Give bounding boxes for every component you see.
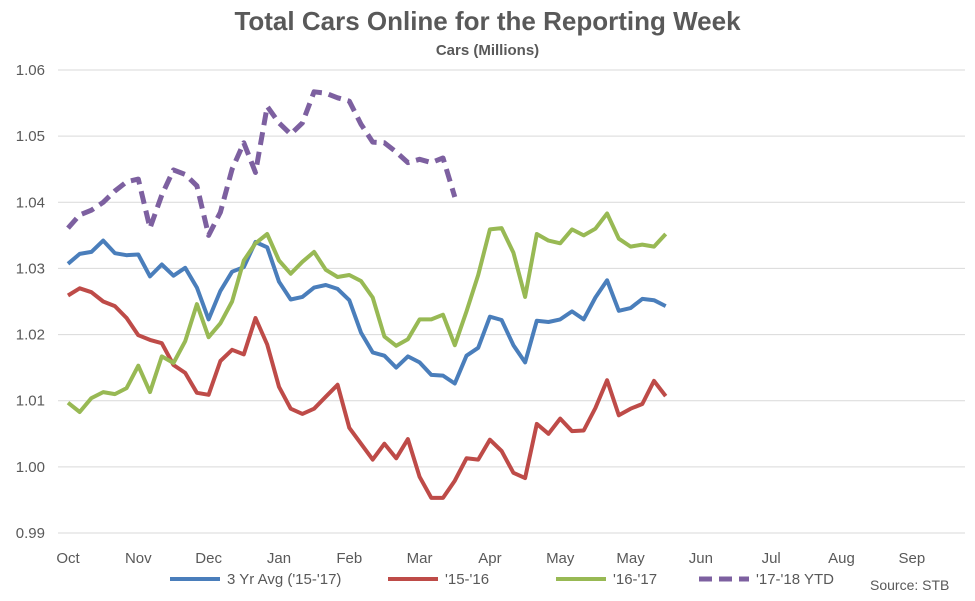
y-tick-label: 1.01 [16, 393, 45, 410]
series-lines [66, 89, 668, 500]
x-tick-label: Aug [828, 550, 855, 567]
x-tick-label: May [546, 550, 575, 567]
x-tick-label: Jun [689, 550, 713, 567]
chart-subtitle: Cars (Millions) [435, 42, 540, 59]
x-tick-label: Sep [898, 550, 925, 567]
y-tick-label: 1.03 [16, 260, 45, 277]
y-tick-label: 1.00 [16, 459, 45, 476]
y-tick-label: 1.06 [16, 62, 45, 79]
x-tick-label: Mar [407, 550, 433, 567]
series-line [66, 286, 668, 500]
x-axis-tick-labels: Oct Nov Dec Jan Feb Mar Apr May May Jun Jul Aug Sep [56, 550, 925, 567]
legend-label: '15-'16 [445, 571, 489, 588]
x-tick-label: Jul [762, 550, 781, 567]
x-tick-label: Nov [125, 550, 152, 567]
y-tick-label: 1.02 [16, 327, 45, 344]
legend-label: '16-'17 [613, 571, 657, 588]
x-tick-label: Dec [195, 550, 222, 567]
source-note: Source: STB [870, 577, 950, 593]
y-tick-label: 1.04 [16, 194, 45, 211]
y-tick-label: 1.05 [16, 128, 45, 145]
legend-label: 3 Yr Avg ('15-'17) [227, 571, 341, 588]
y-axis-tick-labels: 0.99 1.00 1.01 1.02 1.03 1.04 1.05 1.06 [16, 62, 45, 542]
gridlines [58, 69, 965, 534]
x-tick-label: May [616, 550, 645, 567]
legend: 3 Yr Avg ('15-'17) '15-'16 '16-'17 '17-'18 … [170, 571, 834, 588]
chart-title: Total Cars Online for the Reporting Week [234, 6, 741, 36]
x-tick-label: Oct [56, 550, 80, 567]
x-tick-label: Feb [336, 550, 362, 567]
x-tick-label: Apr [478, 550, 501, 567]
series-line [66, 211, 668, 414]
x-tick-label: Jan [267, 550, 291, 567]
series-line [66, 89, 458, 238]
series-line [66, 238, 667, 386]
y-tick-label: 0.99 [16, 525, 45, 542]
legend-label: '17-'18 YTD [756, 571, 834, 588]
